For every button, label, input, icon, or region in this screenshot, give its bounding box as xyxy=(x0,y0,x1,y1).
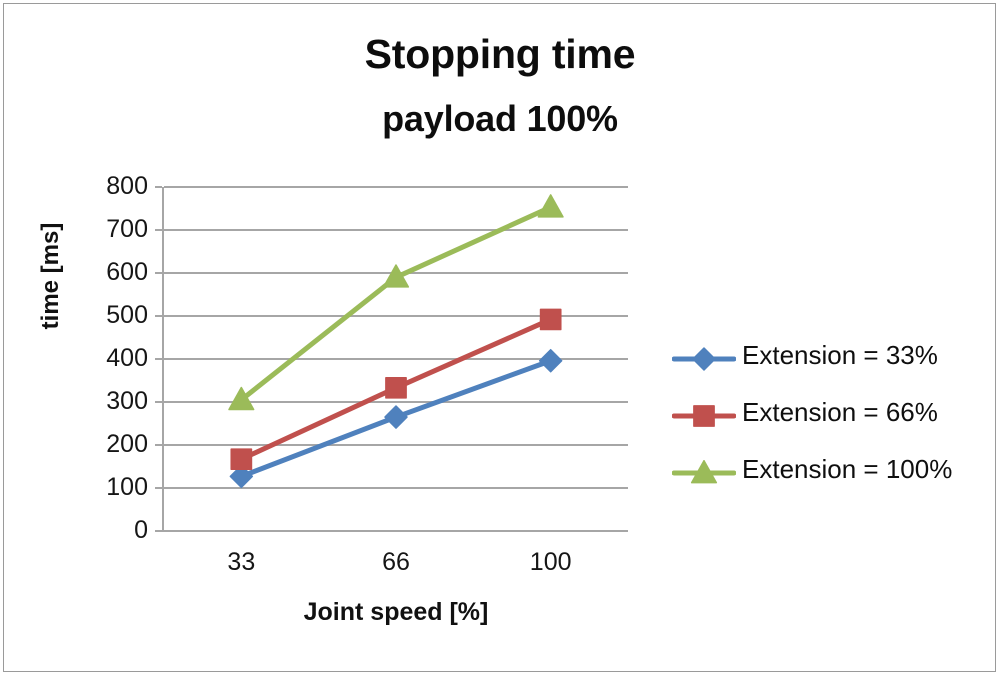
chart-subtitle: payload 100% xyxy=(382,98,618,139)
data-point-marker xyxy=(382,264,410,288)
legend-label: Extension = 66% xyxy=(742,397,938,427)
y-axis-tick-label: 0 xyxy=(134,516,148,544)
y-axis-tick-label: 700 xyxy=(106,215,148,243)
y-axis-tick-label: 100 xyxy=(106,473,148,501)
y-axis-tick xyxy=(155,401,162,403)
y-axis-tick xyxy=(155,229,162,231)
data-point-marker xyxy=(538,348,563,373)
y-axis-tick xyxy=(155,315,162,317)
series-3 xyxy=(228,194,564,411)
data-point-marker xyxy=(385,376,407,399)
legend-label: Extension = 33% xyxy=(742,340,938,370)
gridline xyxy=(164,487,628,489)
series-line xyxy=(238,204,554,403)
y-axis-tick xyxy=(155,358,162,360)
y-axis-tick-label: 600 xyxy=(106,258,148,286)
legend-item[interactable]: Extension = 100% xyxy=(671,450,992,507)
legend-item[interactable]: Extension = 66% xyxy=(671,393,992,450)
y-axis-tick xyxy=(155,272,162,274)
plot-area xyxy=(155,186,628,532)
data-point-marker xyxy=(539,308,562,331)
y-axis-tick-label: 200 xyxy=(106,430,148,458)
chart-title: Stopping time xyxy=(364,31,636,77)
legend-item[interactable]: Extension = 33% xyxy=(671,336,992,393)
data-point-marker xyxy=(228,386,255,411)
series-2 xyxy=(230,308,562,471)
y-axis-tick-label: 400 xyxy=(106,344,148,372)
legend-marker-triangle-icon xyxy=(671,459,737,486)
y-axis-tick xyxy=(155,444,162,446)
y-axis-tick xyxy=(155,530,162,532)
gridline xyxy=(164,530,628,532)
legend-marker-square-icon xyxy=(671,403,737,429)
legend: Extension = 33% Extension = 66% Extension … xyxy=(671,336,992,507)
legend-label: Extension = 100% xyxy=(742,454,953,484)
x-axis-tick-label: 33 xyxy=(227,548,256,576)
data-point-marker xyxy=(537,194,564,218)
legend-marker-diamond-icon xyxy=(671,346,737,372)
gridline xyxy=(164,444,628,446)
x-axis-title: Joint speed [%] xyxy=(303,598,489,626)
y-axis-tick-label: 800 xyxy=(106,172,148,200)
y-axis-tick xyxy=(155,186,162,188)
gridline xyxy=(164,186,628,188)
data-point-marker xyxy=(384,405,408,429)
data-point-marker xyxy=(230,448,253,471)
y-axis-title: time [ms] xyxy=(37,222,64,330)
series-plot xyxy=(228,194,564,489)
gridline xyxy=(164,315,628,317)
series-1 xyxy=(229,348,563,489)
x-axis-tick-label: 100 xyxy=(529,548,572,576)
y-axis-tick-label: 500 xyxy=(106,301,148,329)
gridline xyxy=(164,401,628,403)
gridline xyxy=(164,358,628,360)
data-point-marker xyxy=(229,464,254,489)
y-axis-line xyxy=(162,187,164,532)
x-axis-tick-label: 66 xyxy=(382,548,410,576)
gridline xyxy=(164,229,628,231)
y-axis-tick xyxy=(155,487,162,489)
y-axis-tick-label: 300 xyxy=(106,387,148,415)
